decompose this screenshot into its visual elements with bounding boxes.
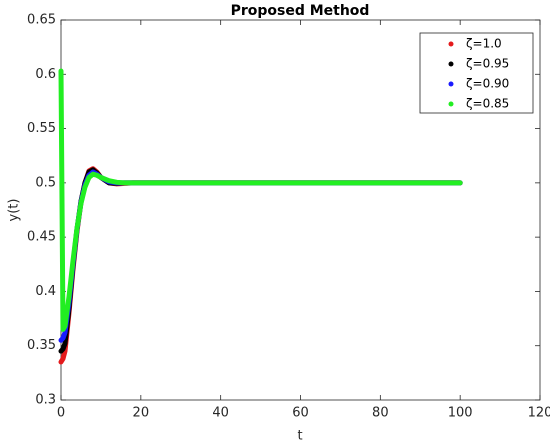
series-line [58,68,463,332]
y-tick-label: 0.65 [27,13,56,28]
y-tick-label: 0.5 [35,175,56,190]
legend-label: ζ=1.0 [466,37,502,51]
legend-marker [448,101,454,107]
x-tick-label: 0 [57,406,65,421]
x-tick-label: 120 [528,406,550,421]
y-tick-label: 0.4 [35,284,56,299]
x-axis-label: t [297,429,302,444]
legend-marker [448,41,454,47]
x-tick-label: 60 [292,406,309,421]
legend-label: ζ=0.90 [466,77,509,91]
legend-marker [448,61,454,67]
x-tick-label: 40 [212,406,229,421]
y-tick-label: 0.35 [27,338,56,353]
chart-title: Proposed Method [231,3,370,19]
y-tick-label: 0.3 [35,393,56,408]
x-tick-label: 100 [448,406,473,421]
y-tick-label: 0.55 [27,121,56,136]
legend-label: ζ=0.95 [466,57,509,71]
legend-label: ζ=0.85 [466,97,509,111]
legend-marker [448,81,454,87]
y-tick-label: 0.6 [35,67,56,82]
x-tick-label: 80 [372,406,389,421]
y-tick-label: 0.45 [27,230,56,245]
x-tick-label: 20 [133,406,150,421]
y-axis-label: y(t) [7,199,22,222]
legend-box [419,32,534,114]
